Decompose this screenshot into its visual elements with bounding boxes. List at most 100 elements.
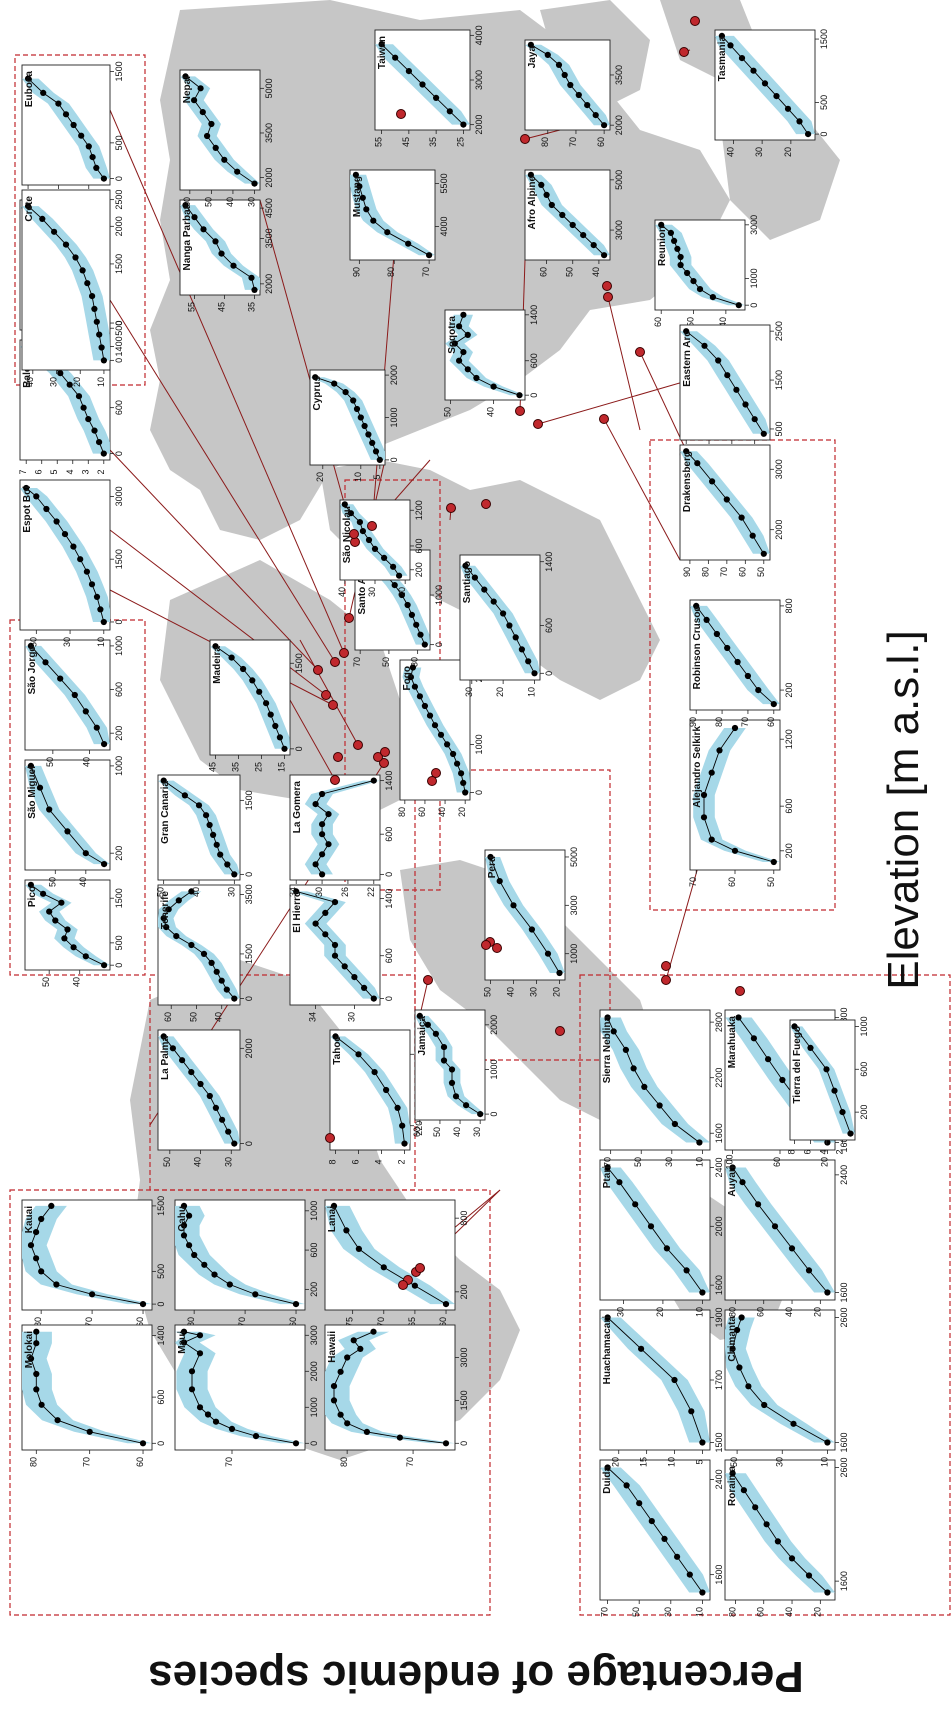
series-line [30, 765, 105, 865]
data-point [39, 215, 46, 222]
confidence-ribbon [325, 1205, 455, 1305]
y-tick-label: 50 [41, 977, 51, 987]
y-tick-label: 50 [188, 1012, 198, 1022]
y-tick-label: 50 [45, 757, 55, 767]
panel-title: La Palma [160, 1036, 171, 1080]
panel-molokai: 0 600 1400 60 70 80 Molokai [21, 1324, 166, 1467]
y-tick-label: 60 [163, 1012, 173, 1022]
data-point [57, 675, 64, 682]
data-point [456, 357, 463, 364]
y-tick-label: 34 [288, 887, 298, 897]
confidence-ribbon [655, 224, 745, 306]
x-tick-label: 1500 [114, 888, 124, 908]
data-point [630, 1065, 637, 1072]
x-tick-label: 4000 [439, 216, 449, 236]
panel-title: Espot Boi [22, 486, 33, 533]
panel-title: São Miguel [27, 766, 38, 819]
panel-euboea: 050015004812Euboea [20, 61, 124, 202]
data-point [440, 1057, 448, 1064]
x-tick-label: 2600 [839, 1307, 849, 1327]
data-point [788, 1555, 796, 1562]
data-point [424, 1021, 431, 1028]
confidence-ribbon [180, 76, 260, 184]
x-tick-label: 1200 [784, 729, 794, 749]
data-point [40, 89, 47, 96]
site-marker [379, 758, 389, 768]
panel-title: Taiwan [377, 36, 388, 69]
x-tick-label: 1400 [544, 552, 554, 572]
data-point [363, 1428, 370, 1435]
data-point [404, 601, 411, 609]
data-point [370, 995, 377, 1002]
data-point [363, 206, 370, 213]
data-point [70, 543, 77, 550]
data-point [462, 789, 469, 796]
x-tick-label: 2000 [489, 1015, 499, 1035]
panel-title: El Hierro [292, 891, 303, 933]
x-tick-label: 2400 [839, 1165, 849, 1185]
y-tick-label: 34 [308, 1012, 318, 1022]
x-tick-label: 1000 [434, 585, 444, 605]
data-point [42, 659, 49, 666]
confidence-ribbon [600, 1317, 710, 1443]
site-marker [325, 1133, 335, 1143]
x-tick-label: 500 [114, 135, 124, 150]
x-tick-label: 0 [489, 1112, 499, 1117]
data-point [760, 550, 767, 557]
y-tick-label: 25 [455, 137, 465, 147]
data-point [212, 1104, 219, 1111]
data-point [203, 812, 210, 819]
data-point [80, 404, 87, 411]
data-point [791, 1023, 798, 1030]
data-point [490, 598, 497, 605]
data-point [341, 501, 348, 508]
y-tick-label: 35 [428, 137, 438, 147]
data-point [751, 416, 758, 423]
x-tick-label: 2000 [614, 115, 624, 135]
data-point [139, 1440, 147, 1447]
y-tick-label: 90 [682, 567, 692, 577]
data-point [674, 245, 681, 252]
data-point [93, 164, 100, 171]
x-tick-label: 2400 [714, 1469, 724, 1489]
connector-line [665, 859, 701, 981]
data-point [79, 267, 86, 274]
y-tick-label: 60 [772, 1157, 782, 1167]
data-point [33, 1370, 40, 1378]
data-point [715, 357, 722, 364]
data-point [180, 1339, 188, 1346]
data-point [411, 1282, 418, 1289]
y-tick-label: 65 [407, 1317, 417, 1327]
confidence-ribbon [25, 765, 110, 865]
x-tick-label: 0 [114, 321, 124, 326]
data-point [527, 41, 535, 48]
y-tick-label: 40 [452, 1127, 462, 1137]
x-tick-label: 1600 [839, 1132, 849, 1152]
data-point [226, 1281, 233, 1288]
data-point [763, 1521, 770, 1528]
data-point [208, 120, 215, 128]
data-point [451, 340, 458, 347]
y-tick-label: 20 [315, 472, 325, 482]
data-point [48, 1202, 55, 1209]
y-tick-label: 50 [729, 1457, 739, 1467]
data-point [350, 397, 357, 404]
data-point [186, 1242, 193, 1249]
y-tick-label: 40 [81, 757, 91, 767]
y-tick-label: 22 [366, 887, 376, 897]
data-point [592, 112, 599, 119]
y-tick-label: 10 [667, 1457, 677, 1467]
panel-title: Jaya [527, 46, 538, 69]
data-point [182, 73, 189, 80]
panel-title: Cyprus [312, 376, 323, 411]
data-point [180, 1328, 188, 1335]
data-point [734, 1326, 741, 1334]
panel-title: Santo Antao [357, 556, 368, 615]
y-tick-label: 10 [96, 377, 106, 387]
panel-title: Drakensberg [682, 451, 693, 512]
y-tick-label: 70 [421, 267, 431, 277]
data-point [384, 229, 391, 236]
panel-afro-alpine: 3000 5000 40 50 60 Afro Alpine [524, 169, 624, 277]
data-point [567, 81, 574, 89]
series-line [607, 1017, 700, 1143]
